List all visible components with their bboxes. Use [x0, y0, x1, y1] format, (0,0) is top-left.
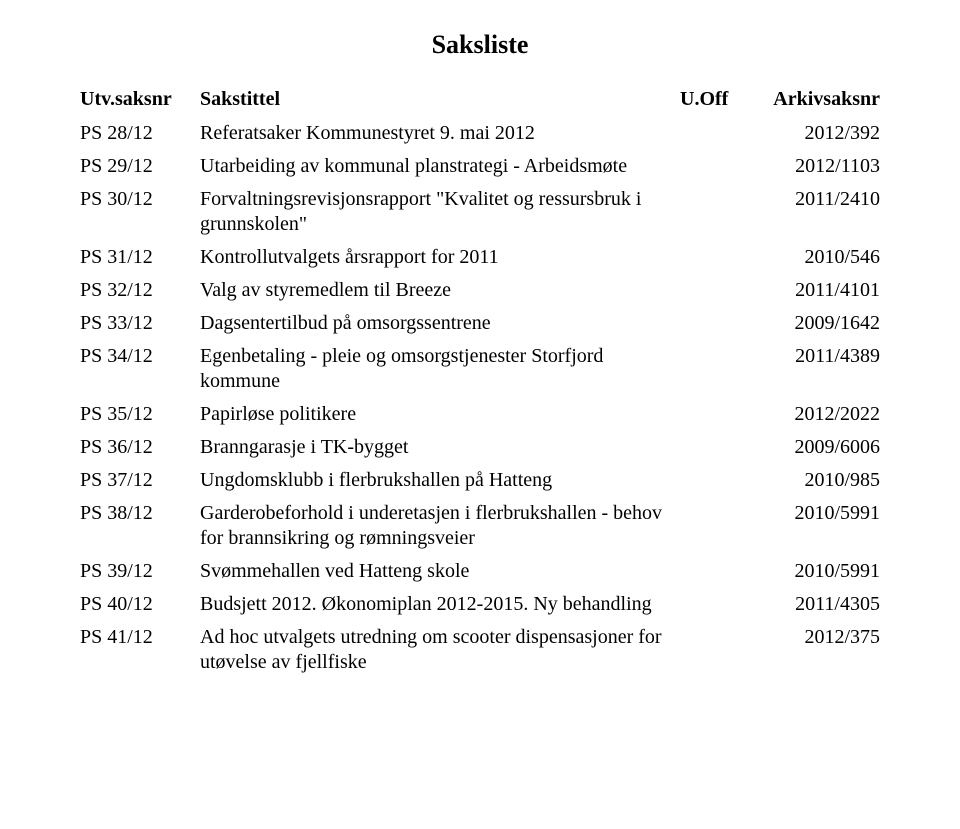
- header-saksnr: Utv.saksnr: [80, 88, 200, 111]
- cell-arkiv: 2012/392: [740, 121, 880, 146]
- table-row: PS 31/12 Kontrollutvalgets årsrapport fo…: [80, 245, 880, 270]
- table-row: PS 36/12 Branngarasje i TK-bygget 2009/6…: [80, 435, 880, 460]
- cell-saksnr: PS 37/12: [80, 468, 200, 493]
- cell-tittel: Ungdomsklubb i flerbrukshallen på Hatten…: [200, 468, 680, 493]
- cell-arkiv: 2011/4305: [740, 592, 880, 617]
- cell-arkiv: 2011/4389: [740, 344, 880, 369]
- cell-tittel: Budsjett 2012. Økonomiplan 2012-2015. Ny…: [200, 592, 680, 617]
- cell-tittel: Valg av styremedlem til Breeze: [200, 278, 680, 303]
- cell-arkiv: 2009/6006: [740, 435, 880, 460]
- table-row: PS 37/12 Ungdomsklubb i flerbrukshallen …: [80, 468, 880, 493]
- cell-arkiv: 2010/546: [740, 245, 880, 270]
- table-row: PS 35/12 Papirløse politikere 2012/2022: [80, 402, 880, 427]
- header-uoff: U.Off: [680, 88, 740, 111]
- cell-saksnr: PS 30/12: [80, 187, 200, 212]
- cell-arkiv: 2010/5991: [740, 559, 880, 584]
- cell-saksnr: PS 32/12: [80, 278, 200, 303]
- cell-saksnr: PS 33/12: [80, 311, 200, 336]
- cell-saksnr: PS 34/12: [80, 344, 200, 369]
- table-row: PS 29/12 Utarbeiding av kommunal planstr…: [80, 154, 880, 179]
- cell-arkiv: 2010/5991: [740, 501, 880, 526]
- table-header-row: Utv.saksnr Sakstittel U.Off Arkivsaksnr: [80, 88, 880, 111]
- header-tittel: Sakstittel: [200, 88, 680, 111]
- table-row: PS 30/12 Forvaltningsrevisjonsrapport "K…: [80, 187, 880, 237]
- cell-saksnr: PS 36/12: [80, 435, 200, 460]
- cell-saksnr: PS 35/12: [80, 402, 200, 427]
- cell-tittel: Utarbeiding av kommunal planstrategi - A…: [200, 154, 680, 179]
- cell-saksnr: PS 31/12: [80, 245, 200, 270]
- table-row: PS 41/12 Ad hoc utvalgets utredning om s…: [80, 625, 880, 675]
- cell-tittel: Branngarasje i TK-bygget: [200, 435, 680, 460]
- cell-arkiv: 2011/4101: [740, 278, 880, 303]
- cell-saksnr: PS 29/12: [80, 154, 200, 179]
- cell-tittel: Papirløse politikere: [200, 402, 680, 427]
- table-row: PS 38/12 Garderobeforhold i underetasjen…: [80, 501, 880, 551]
- table-row: PS 39/12 Svømmehallen ved Hatteng skole …: [80, 559, 880, 584]
- table-row: PS 32/12 Valg av styremedlem til Breeze …: [80, 278, 880, 303]
- cell-arkiv: 2010/985: [740, 468, 880, 493]
- cell-tittel: Svømmehallen ved Hatteng skole: [200, 559, 680, 584]
- cell-saksnr: PS 41/12: [80, 625, 200, 650]
- cell-saksnr: PS 28/12: [80, 121, 200, 146]
- cell-saksnr: PS 39/12: [80, 559, 200, 584]
- table-row: PS 34/12 Egenbetaling - pleie og omsorgs…: [80, 344, 880, 394]
- cell-arkiv: 2012/375: [740, 625, 880, 650]
- cell-saksnr: PS 38/12: [80, 501, 200, 526]
- header-arkiv: Arkivsaksnr: [740, 88, 880, 111]
- table-row: PS 40/12 Budsjett 2012. Økonomiplan 2012…: [80, 592, 880, 617]
- cell-tittel: Ad hoc utvalgets utredning om scooter di…: [200, 625, 680, 675]
- cell-arkiv: 2012/2022: [740, 402, 880, 427]
- cell-tittel: Kontrollutvalgets årsrapport for 2011: [200, 245, 680, 270]
- cell-tittel: Dagsentertilbud på omsorgssentrene: [200, 311, 680, 336]
- cell-tittel: Referatsaker Kommunestyret 9. mai 2012: [200, 121, 680, 146]
- table-row: PS 28/12 Referatsaker Kommunestyret 9. m…: [80, 121, 880, 146]
- table-row: PS 33/12 Dagsentertilbud på omsorgssentr…: [80, 311, 880, 336]
- cell-tittel: Garderobeforhold i underetasjen i flerbr…: [200, 501, 680, 551]
- document-title: Saksliste: [80, 30, 880, 60]
- cell-tittel: Forvaltningsrevisjonsrapport "Kvalitet o…: [200, 187, 680, 237]
- cell-arkiv: 2011/2410: [740, 187, 880, 212]
- cell-saksnr: PS 40/12: [80, 592, 200, 617]
- cell-arkiv: 2012/1103: [740, 154, 880, 179]
- cell-arkiv: 2009/1642: [740, 311, 880, 336]
- cell-tittel: Egenbetaling - pleie og omsorgstjenester…: [200, 344, 680, 394]
